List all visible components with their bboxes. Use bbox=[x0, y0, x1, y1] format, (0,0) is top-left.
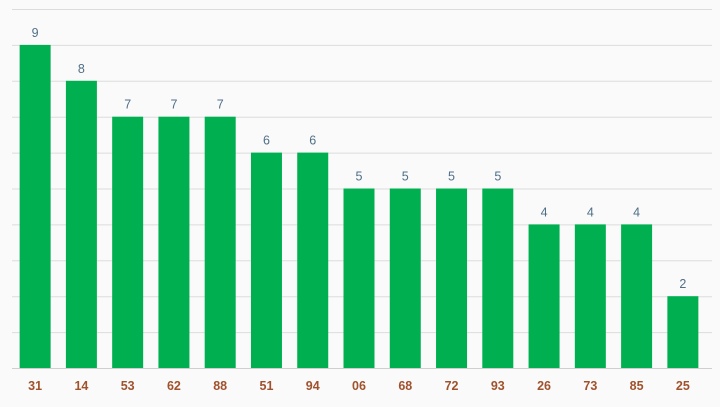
bar-68 bbox=[389, 188, 421, 368]
x-tick-label-73: 73 bbox=[583, 379, 597, 393]
value-label-31: 9 bbox=[32, 26, 39, 40]
x-tick-label-51: 51 bbox=[260, 379, 274, 393]
x-tick-label-25: 25 bbox=[676, 379, 690, 393]
bar-26 bbox=[528, 224, 560, 368]
bar-31 bbox=[19, 44, 51, 369]
bar-51 bbox=[250, 152, 282, 368]
bar-62 bbox=[158, 116, 190, 368]
x-tick-label-06: 06 bbox=[352, 379, 366, 393]
value-label-68: 5 bbox=[402, 170, 409, 184]
x-tick-label-85: 85 bbox=[630, 379, 644, 393]
value-label-53: 7 bbox=[124, 98, 131, 112]
bar-25 bbox=[667, 296, 699, 368]
x-tick-label-14: 14 bbox=[74, 379, 88, 393]
x-tick-labels: 31 14 53 62 88 51 94 06 68 72 93 26 73 85 25 bbox=[28, 379, 690, 393]
value-label-26: 4 bbox=[541, 205, 548, 219]
bar-88 bbox=[204, 116, 236, 368]
value-label-88: 7 bbox=[217, 98, 224, 112]
x-tick-label-31: 31 bbox=[28, 379, 42, 393]
x-tick-label-88: 88 bbox=[213, 379, 227, 393]
value-label-73: 4 bbox=[587, 205, 594, 219]
value-label-06: 5 bbox=[356, 170, 363, 184]
value-label-14: 8 bbox=[78, 62, 85, 76]
x-tick-label-94: 94 bbox=[306, 379, 320, 393]
value-label-72: 5 bbox=[448, 170, 455, 184]
x-tick-label-26: 26 bbox=[537, 379, 551, 393]
value-label-93: 5 bbox=[494, 170, 501, 184]
bar-72 bbox=[436, 188, 468, 368]
value-label-85: 4 bbox=[633, 205, 640, 219]
value-labels: 9 8 7 7 7 6 6 5 5 5 5 4 4 4 2 bbox=[32, 26, 687, 291]
x-tick-label-53: 53 bbox=[121, 379, 135, 393]
bars bbox=[19, 44, 699, 369]
bar-53 bbox=[112, 116, 144, 368]
value-label-94: 6 bbox=[309, 134, 316, 148]
x-tick-label-68: 68 bbox=[398, 379, 412, 393]
value-label-25: 2 bbox=[679, 277, 686, 291]
bar-93 bbox=[482, 188, 514, 368]
bar-85 bbox=[621, 224, 653, 368]
bar-06 bbox=[343, 188, 375, 368]
value-label-62: 7 bbox=[170, 98, 177, 112]
bar-14 bbox=[65, 80, 97, 369]
value-label-51: 6 bbox=[263, 134, 270, 148]
bar-94 bbox=[297, 152, 329, 368]
x-tick-label-93: 93 bbox=[491, 379, 505, 393]
x-tick-label-72: 72 bbox=[445, 379, 459, 393]
x-tick-label-62: 62 bbox=[167, 379, 181, 393]
bar-73 bbox=[574, 224, 606, 368]
